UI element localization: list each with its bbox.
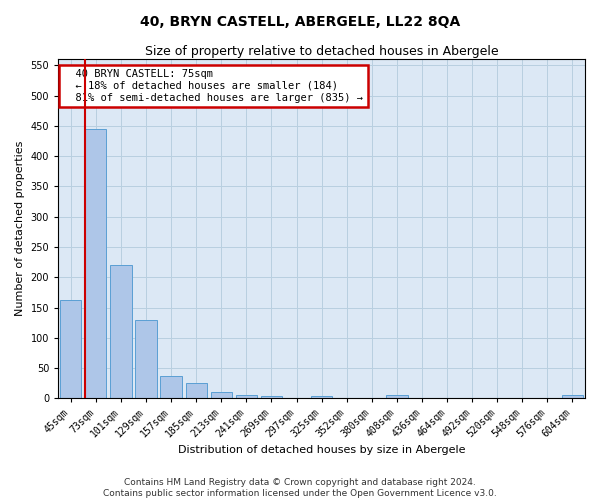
Text: Contains HM Land Registry data © Crown copyright and database right 2024.
Contai: Contains HM Land Registry data © Crown c… xyxy=(103,478,497,498)
Bar xyxy=(236,396,257,398)
Bar xyxy=(562,396,583,398)
Bar xyxy=(110,265,131,398)
Y-axis label: Number of detached properties: Number of detached properties xyxy=(15,141,25,316)
Bar xyxy=(60,300,82,398)
Bar xyxy=(85,129,106,398)
Text: 40, BRYN CASTELL, ABERGELE, LL22 8QA: 40, BRYN CASTELL, ABERGELE, LL22 8QA xyxy=(140,15,460,29)
Text: 40 BRYN CASTELL: 75sqm
  ← 18% of detached houses are smaller (184)
  81% of sem: 40 BRYN CASTELL: 75sqm ← 18% of detached… xyxy=(64,70,364,102)
Bar xyxy=(185,382,207,398)
Title: Size of property relative to detached houses in Abergele: Size of property relative to detached ho… xyxy=(145,45,499,58)
Bar xyxy=(211,392,232,398)
Bar xyxy=(261,396,282,398)
X-axis label: Distribution of detached houses by size in Abergele: Distribution of detached houses by size … xyxy=(178,445,466,455)
Bar xyxy=(160,376,182,398)
Bar xyxy=(136,320,157,398)
Bar xyxy=(386,396,407,398)
Bar xyxy=(311,396,332,398)
